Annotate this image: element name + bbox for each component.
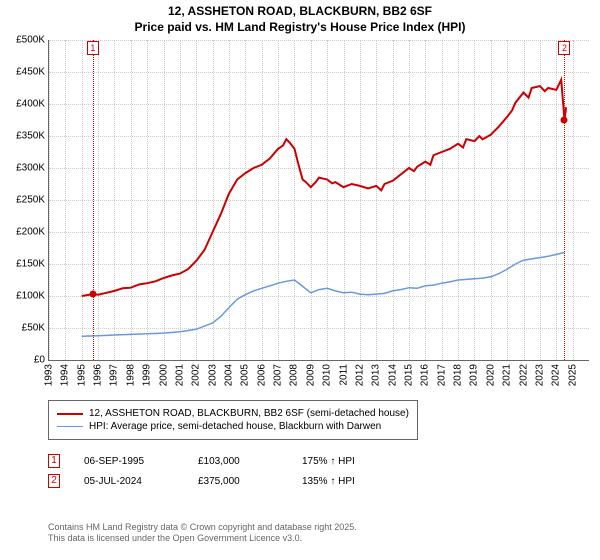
event-marker: 2 [48,474,60,488]
y-axis-label: £150K [16,259,45,270]
x-axis-label: 2019 [469,364,480,386]
y-axis-label: £350K [16,131,45,142]
x-axis-label: 2003 [207,364,218,386]
title-block: 12, ASSHETON ROAD, BLACKBURN, BB2 6SF Pr… [0,0,600,35]
x-axis-label: 2021 [502,364,513,386]
x-axis-label: 1997 [109,364,120,386]
x-axis-label: 2012 [354,364,365,386]
legend-label: 12, ASSHETON ROAD, BLACKBURN, BB2 6SF (s… [89,408,409,419]
x-axis-label: 2022 [518,364,529,386]
series-red [82,80,566,296]
x-axis-label: 2017 [436,364,447,386]
legend: 12, ASSHETON ROAD, BLACKBURN, BB2 6SF (s… [48,400,418,440]
x-axis-label: 2006 [256,364,267,386]
x-axis-label: 2018 [453,364,464,386]
legend-label: HPI: Average price, semi-detached house,… [89,421,381,432]
footer-line-2: This data is licensed under the Open Gov… [48,533,357,544]
marker-dot [89,291,96,298]
marker-box: 2 [558,41,570,55]
x-axis-label: 2010 [322,364,333,386]
x-axis-label: 1996 [93,364,104,386]
y-axis-label: £50K [22,323,45,334]
y-axis-label: £400K [16,99,45,110]
chart-container: 12, ASSHETON ROAD, BLACKBURN, BB2 6SF Pr… [0,0,600,560]
x-axis-label: 2013 [371,364,382,386]
event-table: 1 06-SEP-1995 £103,000 175% ↑ HPI 2 05-JUL-20… [48,448,355,494]
marker-box: 1 [87,41,99,55]
x-axis-label: 1998 [125,364,136,386]
y-axis-label: £100K [16,291,45,302]
footer-note: Contains HM Land Registry data © Crown c… [48,522,357,544]
x-axis-label: 2009 [305,364,316,386]
x-axis-label: 2024 [551,364,562,386]
x-axis-label: 2001 [174,364,185,386]
y-axis-label: £200K [16,227,45,238]
x-axis-label: 2025 [567,364,578,386]
x-axis-label: 2014 [387,364,398,386]
x-axis-label: 2016 [420,364,431,386]
x-axis-label: 2002 [191,364,202,386]
event-price: £375,000 [198,476,278,487]
marker-line [564,40,565,360]
legend-row: HPI: Average price, semi-detached house,… [57,421,409,432]
event-date: 05-JUL-2024 [84,476,174,487]
marker-dot [561,117,568,124]
y-axis-label: £450K [16,67,45,78]
x-axis-label: 1995 [76,364,87,386]
plot-area: £0£50K£100K£150K£200K£250K£300K£350K£400… [48,40,589,361]
y-axis-label: £250K [16,195,45,206]
x-axis-label: 2004 [224,364,235,386]
title-line-1: 12, ASSHETON ROAD, BLACKBURN, BB2 6SF [0,4,600,20]
event-date: 06-SEP-1995 [84,456,174,467]
event-price: £103,000 [198,456,278,467]
footer-line-1: Contains HM Land Registry data © Crown c… [48,522,357,533]
title-line-2: Price paid vs. HM Land Registry's House … [0,20,600,36]
x-axis-label: 1994 [60,364,71,386]
legend-swatch [57,413,83,415]
legend-row: 12, ASSHETON ROAD, BLACKBURN, BB2 6SF (s… [57,408,409,419]
x-axis-label: 2007 [273,364,284,386]
marker-line [93,40,94,360]
x-axis-label: 2020 [485,364,496,386]
x-axis-label: 2023 [534,364,545,386]
line-chart-svg [49,40,589,360]
y-axis-label: £300K [16,163,45,174]
y-axis-label: £500K [16,35,45,46]
event-row: 1 06-SEP-1995 £103,000 175% ↑ HPI [48,454,355,468]
x-axis-label: 2000 [158,364,169,386]
x-axis-label: 2011 [338,364,349,386]
x-axis-label: 2015 [404,364,415,386]
series-blue [82,253,565,337]
x-axis-label: 2005 [240,364,251,386]
legend-swatch [57,426,83,427]
x-axis-label: 1993 [44,364,55,386]
event-marker: 1 [48,454,60,468]
event-delta: 175% ↑ HPI [302,456,355,467]
event-row: 2 05-JUL-2024 £375,000 135% ↑ HPI [48,474,355,488]
x-axis-label: 1999 [142,364,153,386]
event-delta: 135% ↑ HPI [302,476,355,487]
x-axis-label: 2008 [289,364,300,386]
